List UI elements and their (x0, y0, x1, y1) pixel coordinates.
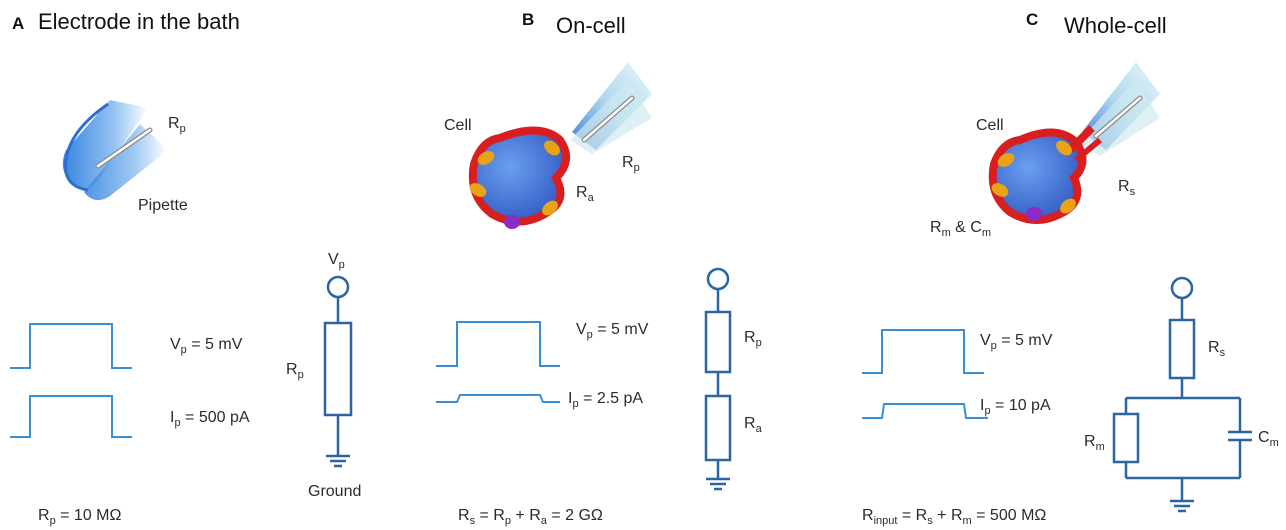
panel-c: C Whole-cell Cell Rs Rm & Cm Vp = 5 mV I… (862, 10, 1279, 527)
voltage-source-node-c (1170, 276, 1194, 300)
panel-b: B On-cell Cell Rp Ra Vp = 5 mV Ip = 2.5 … (436, 10, 763, 527)
voltage-source-node-b (706, 267, 730, 291)
ra-label-b: Ra (576, 184, 595, 204)
rp-label-a: Rp (168, 115, 186, 135)
formula-b: Rs = Rp + Ra = 2 GΩ (458, 507, 603, 527)
capacitor-cm-c (1228, 430, 1252, 442)
rp-label-b: Rp (622, 154, 640, 174)
circuit-b: Rp Ra (704, 267, 763, 491)
formula-a: Rp = 10 MΩ (38, 507, 121, 527)
panel-letter-a: A (12, 14, 24, 33)
circuit-rs-label-c: Rs (1208, 339, 1226, 359)
resistor-rp-a (323, 321, 353, 417)
rs-label-c: Rs (1118, 178, 1136, 198)
resistor-rm-c (1112, 412, 1140, 464)
resistor-rp-b (704, 310, 732, 374)
vp-label-a: Vp = 5 mV (170, 336, 243, 356)
vp-label-c: Vp = 5 mV (980, 332, 1053, 352)
circuit-c: Rs Rm Cm (1084, 276, 1279, 513)
ground-symbol-b (706, 477, 730, 491)
current-trace-a (10, 395, 132, 438)
voltage-source-node-a (326, 275, 350, 299)
panel-letter-b: B (522, 10, 534, 29)
ip-label-b: Ip = 2.5 pA (568, 390, 643, 410)
circuit-a: Vp Rp Ground (286, 251, 361, 500)
formula-c: Rinput = Rs + Rm = 500 MΩ (862, 507, 1046, 527)
panel-title-b: On-cell (556, 13, 626, 38)
ip-label-a: Ip = 500 pA (170, 409, 250, 429)
voltage-step-trace-a (10, 323, 132, 369)
panel-a: A Electrode in the bath Rp Pipette Vp = … (10, 9, 361, 527)
panel-title-a: Electrode in the bath (38, 9, 240, 34)
cell-label-b: Cell (444, 117, 472, 134)
panel-letter-c: C (1026, 10, 1038, 29)
ground-label: Ground (308, 483, 361, 500)
circuit-rm-label-c: Rm (1084, 433, 1105, 453)
current-trace-c (862, 403, 988, 419)
pipette-label: Pipette (138, 197, 188, 214)
circuit-vp-label: Vp (328, 251, 345, 271)
circuit-ra-label-b: Ra (744, 415, 763, 435)
vp-label-b: Vp = 5 mV (576, 321, 649, 341)
pipette-illustration (62, 100, 168, 201)
current-trace-b (436, 394, 560, 403)
ground-symbol-c (1170, 499, 1194, 513)
circuit-cm-label-c: Cm (1258, 429, 1279, 449)
ground-symbol-a (326, 454, 350, 468)
ip-label-c: Ip = 10 pA (980, 397, 1051, 417)
rm-cm-label-c: Rm & Cm (930, 219, 991, 239)
circuit-rp-label-b: Rp (744, 329, 762, 349)
cell-label-c: Cell (976, 117, 1004, 134)
resistor-rs-c (1168, 318, 1196, 380)
on-cell-illustration (468, 62, 652, 229)
whole-cell-illustration (988, 62, 1160, 224)
resistor-ra-b (704, 394, 732, 462)
voltage-step-trace-b (436, 321, 560, 367)
voltage-step-trace-c (862, 329, 984, 374)
panel-title-c: Whole-cell (1064, 13, 1167, 38)
circuit-rp-label-a: Rp (286, 361, 304, 381)
